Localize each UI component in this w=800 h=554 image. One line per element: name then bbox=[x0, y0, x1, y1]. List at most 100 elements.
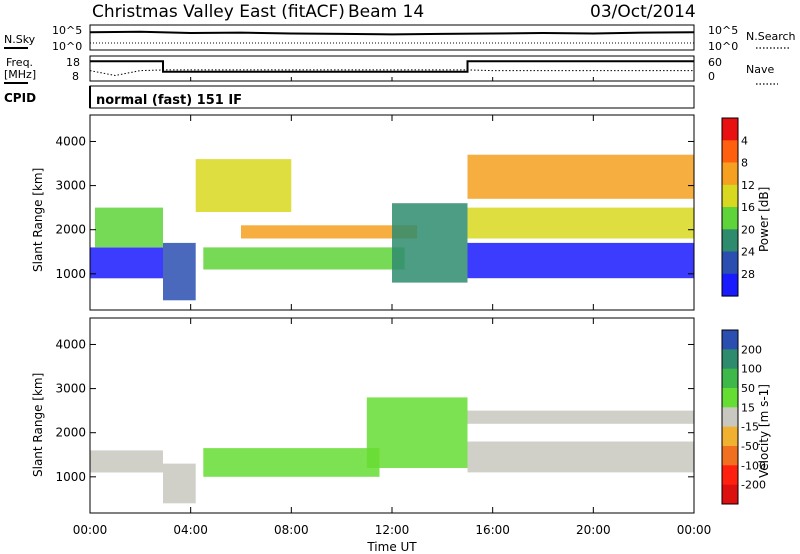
colorbar-tick-label: 12 bbox=[741, 179, 755, 192]
colorbar-tick-label: 200 bbox=[741, 343, 762, 356]
heatmap-region-2 bbox=[163, 242, 196, 301]
heatmap-region-0 bbox=[90, 247, 163, 279]
colorbar-tick-label: -50 bbox=[741, 440, 759, 453]
y-tick-label: 4000 bbox=[55, 337, 86, 351]
colorbar-tick-label: 4 bbox=[741, 134, 748, 147]
nave-line bbox=[89, 69, 694, 77]
colorbar-swatch bbox=[722, 251, 738, 275]
velocity-colorbar-label: Velocity [m s-1] bbox=[757, 384, 771, 478]
colorbar-tick-label: 16 bbox=[741, 201, 755, 214]
date-label: 03/Oct/2014 bbox=[590, 2, 696, 22]
beam-label: Beam 14 bbox=[348, 2, 424, 22]
y-tick-label: 1000 bbox=[55, 470, 86, 484]
velocity-panel bbox=[89, 317, 695, 514]
y-tick-label: 2000 bbox=[55, 223, 86, 237]
freq-label-line2: [MHz] bbox=[4, 68, 36, 81]
axis-ticks: 00:00 04:00 08:00 12:00 16:00 20:00 00:00 1000 2… bbox=[55, 77, 711, 537]
colorbar-swatch bbox=[722, 184, 738, 208]
cpid-text: normal (fast) 151 IF bbox=[96, 93, 242, 108]
colorbar-swatch bbox=[722, 426, 738, 447]
heatmap-region-3 bbox=[366, 397, 468, 468]
colorbar-swatch bbox=[722, 388, 738, 408]
colorbar-frame bbox=[721, 117, 739, 297]
colorbar-tick-label: 15 bbox=[741, 401, 755, 414]
nave-axis-top: 60 bbox=[708, 56, 722, 69]
y-tick-label: 3000 bbox=[55, 382, 86, 396]
power-y-label: Slant Range [km] bbox=[31, 168, 45, 272]
heatmap-region-6 bbox=[392, 203, 468, 283]
colorbar-tick-label: 8 bbox=[741, 157, 748, 170]
heatmap-region-7 bbox=[467, 242, 694, 279]
heatmap-region-9 bbox=[467, 154, 694, 199]
colorbar-swatch bbox=[722, 446, 738, 466]
colorbar-tick-label: 100 bbox=[741, 363, 762, 376]
freq-label-line1: Freq. bbox=[6, 56, 33, 69]
y-tick-label: 2000 bbox=[55, 426, 86, 440]
nsky-line bbox=[89, 30, 695, 36]
colorbar-tick-label: 24 bbox=[741, 246, 755, 259]
heatmap-region-4 bbox=[203, 247, 405, 270]
colorbar-frame bbox=[721, 329, 739, 505]
velocity-colorbar: 200 100 50 15 -15 -50 -100 -200 bbox=[721, 329, 766, 505]
y-tick-label: 1000 bbox=[55, 267, 86, 281]
y-tick-label: 4000 bbox=[55, 134, 86, 148]
power-colorbar-label: Power [dB] bbox=[757, 187, 771, 252]
colorbar-tick-label: -200 bbox=[741, 479, 766, 492]
heatmap-region-5 bbox=[467, 410, 694, 424]
x-axis-label: Time UT bbox=[366, 540, 417, 554]
heatmap-region-5 bbox=[241, 225, 418, 239]
nsky-label: N.Sky bbox=[4, 33, 36, 46]
y-tick-label: 3000 bbox=[55, 179, 86, 193]
freq-axis-top: 18 bbox=[66, 56, 80, 69]
velocity-heatmap bbox=[90, 397, 694, 504]
nsearch-axis-bottom: 10^0 bbox=[708, 40, 738, 53]
colorbar-swatch bbox=[722, 118, 738, 141]
freq-line bbox=[90, 60, 694, 73]
nsky-axis-top: 10^5 bbox=[52, 24, 82, 37]
nsearch-label: N.Search bbox=[746, 30, 796, 43]
power-panel bbox=[89, 114, 695, 311]
velocity-y-label: Slant Range [km] bbox=[31, 373, 45, 477]
heatmap-region-2 bbox=[203, 448, 380, 477]
colorbar-swatch bbox=[722, 273, 738, 297]
heatmap-region-1 bbox=[95, 207, 163, 248]
nsky-axis-bottom: 10^0 bbox=[52, 40, 82, 53]
cpid-label: CPID bbox=[4, 91, 36, 105]
nave-axis-bottom: 0 bbox=[708, 70, 715, 83]
noise-panel-series bbox=[89, 30, 695, 44]
colorbar-swatch bbox=[722, 162, 738, 186]
colorbar-swatch bbox=[722, 140, 738, 164]
x-tick-label: 08:00 bbox=[274, 523, 309, 537]
heatmap-region-1 bbox=[163, 463, 196, 504]
colorbar-swatch bbox=[722, 207, 738, 230]
power-colorbar: 4 8 12 16 20 24 28 bbox=[721, 117, 755, 297]
noise-panel-frame bbox=[89, 24, 695, 51]
heatmap-region-4 bbox=[467, 441, 694, 473]
x-tick-label: 16:00 bbox=[475, 523, 510, 537]
x-tick-label: 04:00 bbox=[173, 523, 208, 537]
colorbar-tick-label: 20 bbox=[741, 223, 755, 236]
colorbar-swatch bbox=[722, 465, 738, 486]
colorbar-tick-label: -15 bbox=[741, 421, 759, 434]
plot-title: Christmas Valley East (fitACF) bbox=[92, 2, 345, 22]
colorbar-tick-label: 50 bbox=[741, 382, 755, 395]
colorbar-tick-label: 28 bbox=[741, 268, 755, 281]
power-heatmap bbox=[90, 154, 694, 301]
colorbar-swatch bbox=[722, 349, 738, 370]
nave-label: Nave bbox=[746, 63, 774, 76]
x-tick-label: 12:00 bbox=[375, 523, 410, 537]
x-tick-label: 20:00 bbox=[576, 523, 611, 537]
nsearch-axis-top: 10^5 bbox=[708, 24, 738, 37]
freq-axis-bottom: 8 bbox=[72, 70, 79, 83]
colorbar-swatch bbox=[722, 368, 738, 389]
x-tick-label: 00:00 bbox=[73, 523, 108, 537]
colorbar-swatch bbox=[722, 330, 738, 350]
heatmap-region-0 bbox=[90, 450, 163, 473]
colorbar-swatch bbox=[722, 229, 738, 253]
colorbar-swatch bbox=[722, 484, 738, 505]
x-tick-label: 00:00 bbox=[677, 523, 712, 537]
heatmap-region-3 bbox=[195, 159, 292, 212]
heatmap-region-8 bbox=[467, 207, 694, 239]
colorbar-swatch bbox=[722, 407, 738, 428]
